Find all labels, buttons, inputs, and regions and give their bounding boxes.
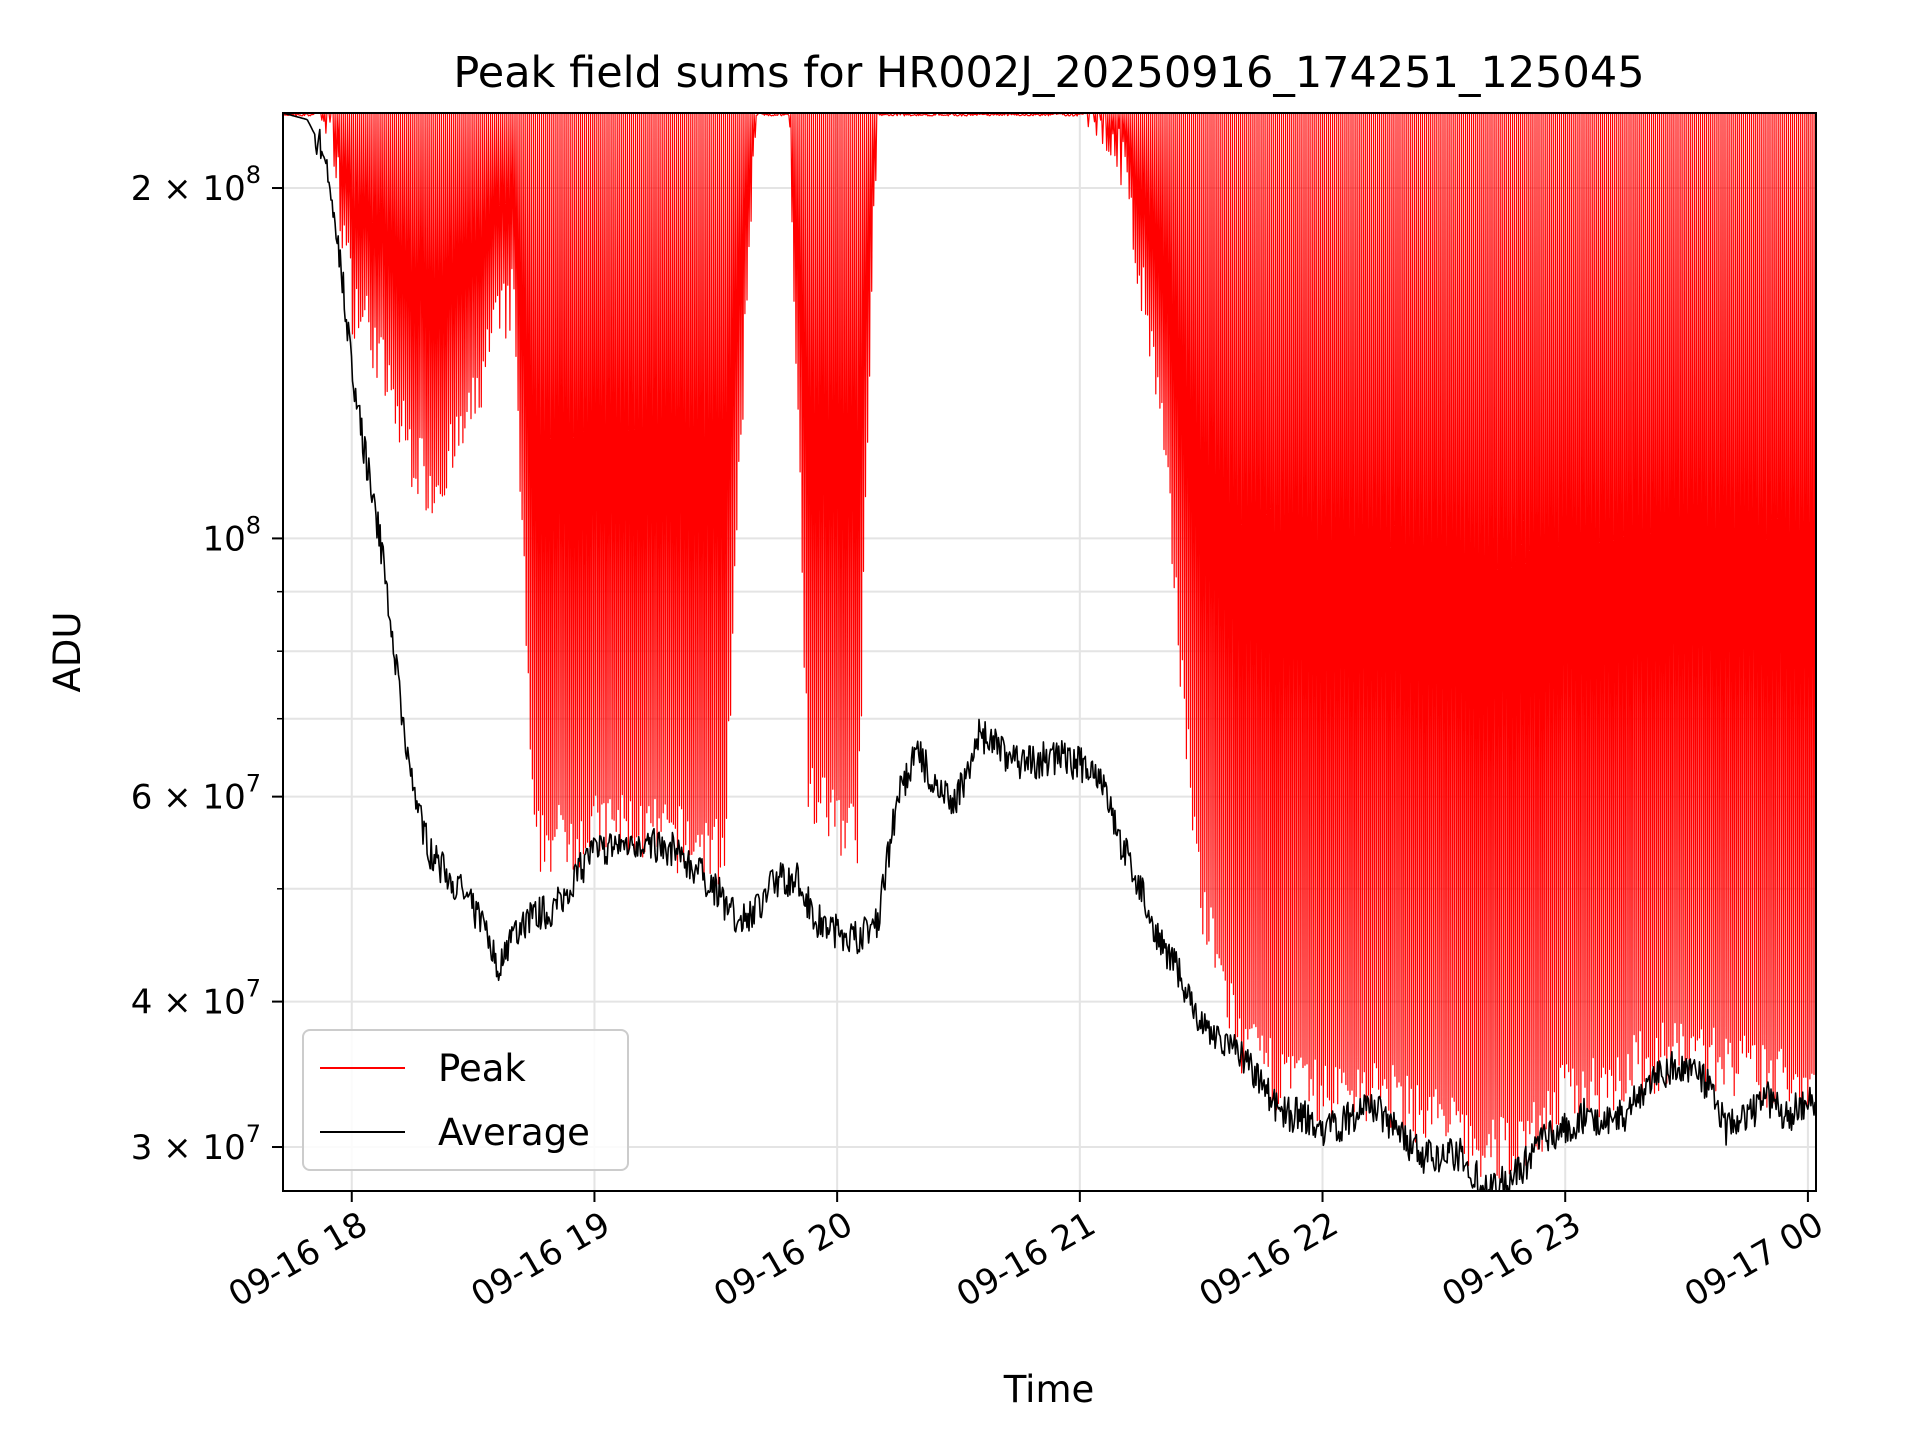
y-tick-label: 2 × 108 [131,161,261,209]
y-tick-label: 6 × 107 [131,770,261,818]
x-axis-label: Time [1003,1368,1095,1411]
legend-average-label: Average [438,1111,590,1154]
legend-peak-label: Peak [438,1047,526,1090]
plot-frame [282,112,1817,1192]
average-series-line [282,112,1817,1192]
y-axis-ticks: 108 2 × 108 3 × 107 4 × 107 6 × 107 [131,161,283,1168]
y-tick-label: 4 × 107 [131,975,261,1023]
chart-title: Peak field sums for HR002J_20250916_1742… [453,48,1644,98]
y-tick-label: 3 × 107 [131,1120,261,1168]
legend: Peak Average [302,1029,629,1171]
legend-box [302,1029,629,1171]
y-axis-label: ADU [46,612,89,693]
y-tick-label: 108 [202,511,261,559]
